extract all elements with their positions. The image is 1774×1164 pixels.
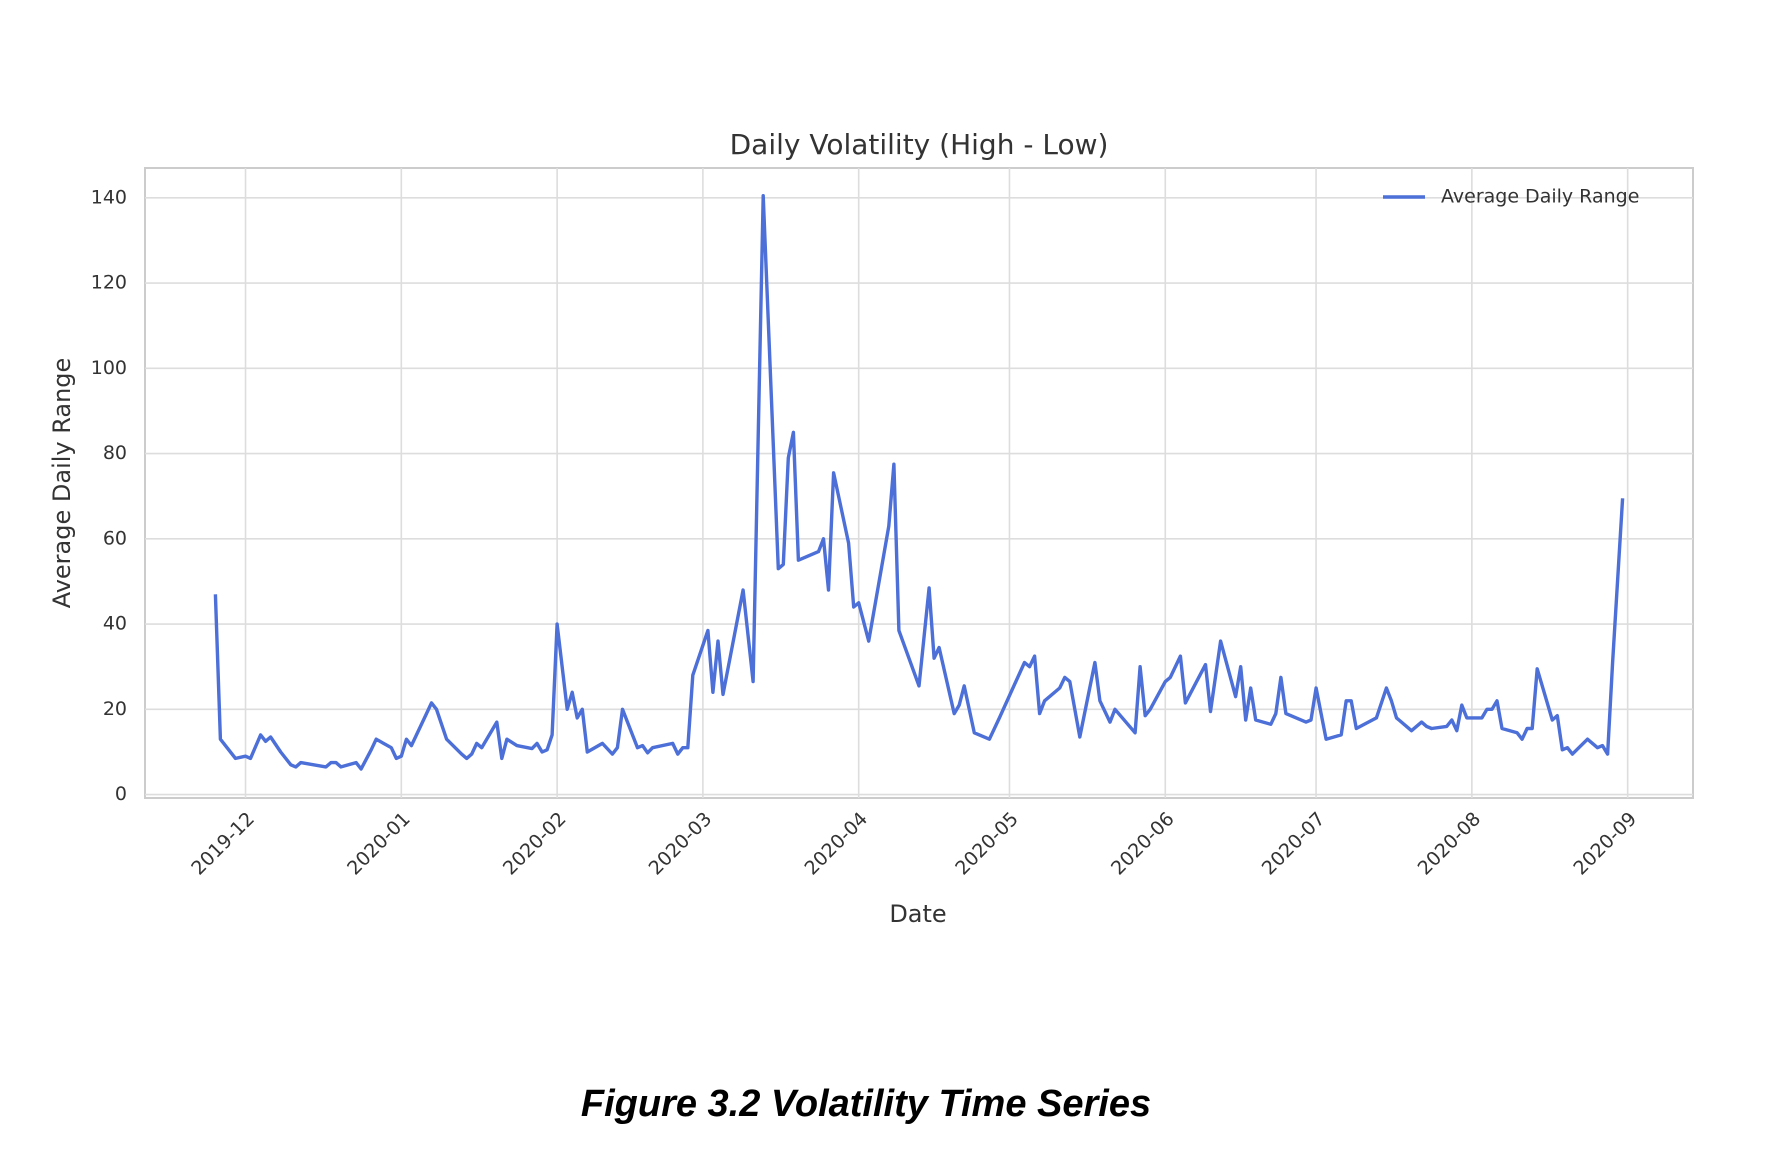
y-axis-label: Average Daily Range xyxy=(48,358,76,609)
y-tick-label: 60 xyxy=(103,527,127,549)
x-tick-label: 2020-05 xyxy=(951,808,1023,880)
y-tick-label: 0 xyxy=(115,783,127,805)
y-tick-label: 20 xyxy=(103,698,127,720)
legend-label: Average Daily Range xyxy=(1441,186,1639,208)
y-tick-label: 100 xyxy=(91,357,127,379)
y-tick-label: 40 xyxy=(103,613,127,635)
x-tick-label: 2020-06 xyxy=(1107,808,1179,880)
x-tick-label: 2020-03 xyxy=(645,808,717,880)
x-tick-label: 2020-09 xyxy=(1569,808,1641,880)
y-tick-label: 120 xyxy=(91,272,127,294)
chart-title: Daily Volatility (High - Low) xyxy=(730,128,1109,161)
plot-area xyxy=(144,167,1694,799)
data-line xyxy=(213,194,1625,771)
y-tick-label: 80 xyxy=(103,442,127,464)
x-tick-label: 2019-12 xyxy=(187,808,259,880)
x-tick-label: 2020-07 xyxy=(1258,808,1330,880)
figure-caption: Figure 3.2 Volatility Time Series xyxy=(581,1083,1151,1125)
x-tick-label: 2020-02 xyxy=(499,808,571,880)
x-axis-label: Date xyxy=(889,900,946,928)
y-tick-label: 140 xyxy=(91,186,127,208)
x-tick-label: 2020-08 xyxy=(1414,808,1486,880)
x-tick-label: 2020-01 xyxy=(343,808,415,880)
x-tick-label: 2020-04 xyxy=(800,808,872,880)
